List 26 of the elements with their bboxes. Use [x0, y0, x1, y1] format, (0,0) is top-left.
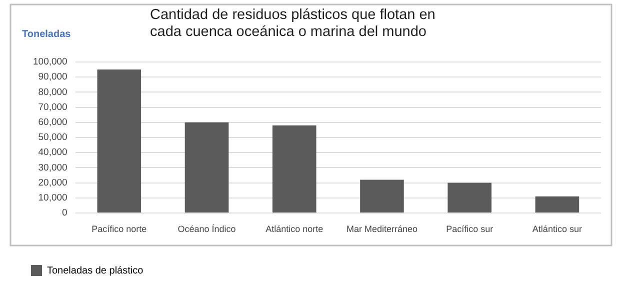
chart-title: Cantidad de residuos plásticos que flotan en cada cuenca oceánica o marina del mundo [150, 7, 436, 41]
y-tick-label: 60,000 [38, 117, 68, 128]
y-tick-label: 90,000 [38, 72, 68, 83]
bar [360, 180, 404, 212]
y-tick-label: 50,000 [38, 132, 68, 144]
bar [448, 182, 492, 212]
y-tick-label: 20,000 [38, 177, 68, 188]
y-tick-label: 30,000 [38, 162, 68, 174]
y-tick-label: 70,000 [38, 102, 68, 113]
y-tick-label: 0 [62, 208, 68, 219]
y-tick-label: 10,000 [38, 192, 68, 204]
x-tick-label: Atlántico norte [266, 224, 324, 234]
x-tick-label: Mar Mediterráneo [346, 224, 418, 234]
y-tick-label: 100,000 [32, 56, 68, 68]
bar [184, 122, 229, 212]
x-tick-label: Pacífico sur [446, 224, 494, 234]
x-tick-label: Pacífico norte [92, 224, 147, 234]
bar [97, 70, 142, 212]
x-tick-label: Atlántico sur [532, 224, 582, 234]
bar [272, 125, 316, 212]
y-tick-label: 80,000 [38, 86, 68, 98]
y-tick-label: 40,000 [38, 147, 68, 158]
y-axis-title: Toneladas [22, 29, 71, 40]
bar [535, 196, 580, 212]
x-tick-label: Océano Índico [178, 224, 236, 234]
legend-label: Toneladas de plástico [47, 265, 144, 276]
